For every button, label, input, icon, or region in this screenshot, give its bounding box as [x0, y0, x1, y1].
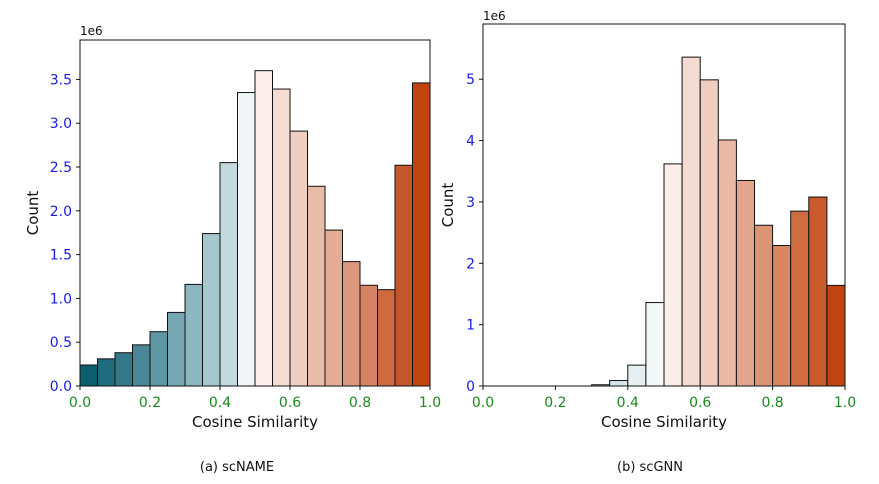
- x-tick-label: 0.4: [617, 395, 639, 411]
- histogram-bar: [717, 139, 737, 387]
- histogram-bar: [790, 210, 810, 387]
- histogram-bar: [699, 79, 719, 387]
- x-axis-label: Cosine Similarity: [601, 413, 727, 431]
- histogram-bar: [645, 302, 665, 387]
- histogram-bar: [826, 284, 846, 387]
- x-axis-label: Cosine Similarity: [192, 413, 318, 431]
- x-tick-label: 0.6: [279, 395, 301, 411]
- histogram-bar: [808, 196, 828, 387]
- histogram-bar: [254, 70, 273, 387]
- y-tick-label: 5: [466, 72, 475, 88]
- histogram-bar: [289, 130, 308, 387]
- x-tick-label: 0.8: [349, 395, 371, 411]
- histogram-bar: [663, 163, 683, 387]
- histogram-bar: [149, 331, 168, 387]
- histogram-bar: [132, 344, 151, 387]
- histogram-bar: [79, 364, 98, 387]
- histogram-bar: [97, 358, 116, 387]
- y-scale-label: 1e6: [80, 24, 103, 38]
- y-tick-label: 2.0: [50, 204, 72, 220]
- y-tick-label: 2: [466, 256, 475, 272]
- histogram-bar: [735, 179, 756, 387]
- histogram-bar: [237, 92, 256, 387]
- y-tick-label: 2.5: [50, 160, 72, 176]
- caption-a: (a) scNAME: [200, 460, 274, 475]
- axes-frame: [79, 39, 431, 387]
- histogram-bar: [272, 88, 291, 387]
- histogram-bar: [324, 229, 343, 387]
- chart-a-scname: 0.0 0.2 0.4 0.6 0.8 1.0 0.0 0.5 1.0 1.5 2.0 2.5 3.0 3…: [24, 24, 441, 431]
- y-tick-label: 1.0: [50, 291, 72, 307]
- histogram-bar: [184, 283, 203, 387]
- y-scale-label: 1e6: [483, 9, 506, 23]
- histogram-bar: [754, 224, 774, 387]
- y-tick-label: 3: [466, 195, 475, 211]
- histogram-bar: [342, 261, 361, 387]
- chart-b-scgnn: 0.0 0.2 0.4 0.6 0.8 1.0 0 1 2 3 4 5 1e6 Cosine Simila…: [439, 9, 856, 431]
- y-tick-label: 0.0: [50, 379, 72, 395]
- x-tick-label: 0.2: [139, 395, 161, 411]
- y-tick-label: 3.0: [50, 116, 72, 132]
- histogram-bar: [219, 162, 238, 387]
- y-axis-label: Count: [24, 191, 42, 236]
- y-tick-label: 0.5: [50, 335, 72, 351]
- x-tick-label: 0.0: [69, 395, 91, 411]
- histogram-bar: [412, 82, 431, 387]
- x-tick-label: 1.0: [419, 395, 441, 411]
- y-tick-label: 1: [466, 318, 475, 334]
- y-tick-label: 0: [466, 379, 475, 395]
- axes-frame: [482, 23, 846, 387]
- x-tick-label: 0.4: [209, 395, 231, 411]
- histogram-bar: [772, 244, 792, 387]
- y-axis-label: Count: [439, 183, 457, 228]
- histogram-bar: [609, 379, 629, 387]
- histogram-bar: [377, 289, 396, 387]
- histogram-bar: [681, 56, 701, 387]
- x-tick-label: 0.6: [689, 395, 711, 411]
- x-tick-label: 0.2: [544, 395, 566, 411]
- histogram-bar: [202, 233, 221, 387]
- x-tick-label: 0.0: [472, 395, 494, 411]
- histogram-bar: [627, 364, 647, 387]
- histogram-bar: [114, 352, 133, 387]
- caption-b: (b) scGNN: [617, 460, 683, 475]
- histogram-bar: [307, 185, 326, 387]
- x-tick-label: 0.8: [761, 395, 783, 411]
- y-tick-label: 1.5: [50, 248, 72, 264]
- histogram-bar: [394, 164, 413, 387]
- histogram-bar: [167, 311, 186, 387]
- y-tick-label: 4: [466, 134, 475, 150]
- histogram-bar: [359, 284, 378, 387]
- y-tick-label: 3.5: [50, 72, 72, 88]
- x-tick-label: 1.0: [834, 395, 856, 411]
